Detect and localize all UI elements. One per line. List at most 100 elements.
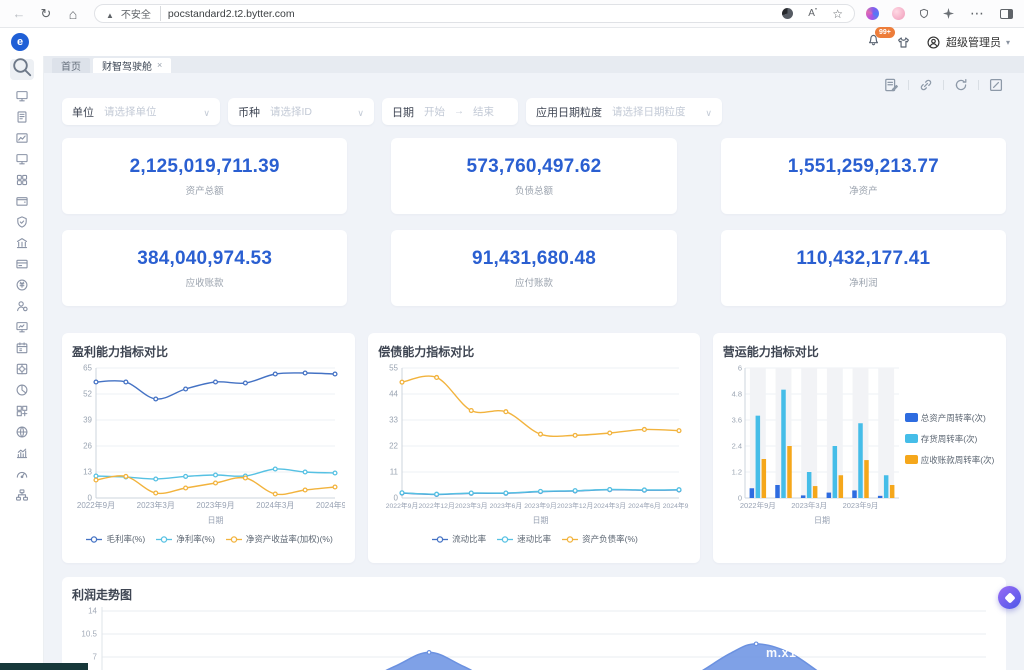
browser-extension-icon[interactable] <box>866 7 879 20</box>
legend-item[interactable]: 总资产周转率(次) <box>904 412 995 424</box>
legend-item[interactable]: 资产负债率(%) <box>561 533 638 545</box>
svg-text:55: 55 <box>389 364 398 373</box>
browser-back-icon[interactable] <box>9 4 29 24</box>
sidebar-item-globe[interactable] <box>15 425 29 439</box>
svg-text:日期: 日期 <box>533 516 549 525</box>
date-range-picker[interactable]: 日期 开始 → 结束 <box>382 98 518 125</box>
sidebar-item-report[interactable] <box>15 110 29 124</box>
report-edit-icon[interactable] <box>881 77 901 93</box>
chart-legend: 总资产周转率(次) 存货周转率(次) 应收账款周转率(次) <box>904 412 995 466</box>
not-secure-warning-icon <box>106 5 114 23</box>
legend-item[interactable]: 净资产收益率(加权)(%) <box>225 533 333 545</box>
vault-icon <box>15 362 29 376</box>
edit-page-icon[interactable] <box>986 77 1006 93</box>
favorites-sparkle-icon[interactable] <box>943 8 954 19</box>
share-link-icon[interactable] <box>916 77 936 93</box>
sidebar-item-calendar[interactable] <box>15 341 29 355</box>
operating-chart: 0 1.2 2.4 3.6 4.8 6 2022年9月 2023年3月 2023年9月 日期 <box>723 360 903 531</box>
app-logo[interactable]: e <box>11 33 29 51</box>
tab-financial-cockpit[interactable]: 财智驾驶舱 <box>93 58 172 73</box>
date-granularity-select[interactable]: 应用日期粒度 请选择日期粒度 <box>526 98 722 125</box>
chart-canvas: 0 11 22 33 44 55 2022年9月 2022年12月 2023年3月 2023年6月… <box>386 364 696 526</box>
browser-reload-icon[interactable] <box>36 4 56 24</box>
svg-text:7: 7 <box>93 652 98 661</box>
sidebar-item-app-grid[interactable] <box>15 173 29 187</box>
notifications-button[interactable]: 99+ <box>866 27 895 52</box>
sidebar-item-vault[interactable] <box>15 362 29 376</box>
kpi-total-liabilities: 573,760,497.62 负债总额 <box>391 138 677 214</box>
sidebar-item-modules[interactable] <box>15 404 29 418</box>
sidebar-item-voucher[interactable] <box>15 257 29 271</box>
kpi-grid: 2,125,019,711.39 资产总额 573,760,497.62 负债总… <box>62 138 1006 306</box>
svg-text:3.6: 3.6 <box>731 416 741 425</box>
avatar-icon <box>926 35 941 50</box>
sidebar-item-display[interactable] <box>15 89 29 103</box>
refresh-icon[interactable] <box>951 77 971 93</box>
svg-text:2023年9月: 2023年9月 <box>525 501 558 510</box>
svg-text:2023年3月: 2023年3月 <box>791 500 827 510</box>
profit-trend-card: 利润走势图 7 10.5 14 <box>62 577 1006 670</box>
svg-text:日期: 日期 <box>208 516 224 525</box>
sidebar-item-shield-check[interactable] <box>15 215 29 229</box>
unit-select[interactable]: 单位 请选择单位 <box>62 98 220 125</box>
sidebar-search-button[interactable] <box>9 58 34 80</box>
sidebar-item-gauge[interactable] <box>15 467 29 481</box>
user-menu[interactable]: 超级管理员 <box>926 34 1010 50</box>
legend-item[interactable]: 速动比率 <box>496 533 551 545</box>
sidebar-item-trend[interactable] <box>15 446 29 460</box>
kpi-accounts-payable: 91,431,680.48 应付账款 <box>391 230 677 306</box>
solvency-chart-card: 偿债能力指标对比 0 11 22 33 44 55 2022年9月 2022年12月 2023年… <box>368 333 700 563</box>
address-bar[interactable]: 不安全 pocstandard2.t2.bytter.com <box>94 4 855 23</box>
browser-home-icon[interactable] <box>63 4 83 24</box>
legend-item[interactable]: 净利率(%) <box>155 533 215 545</box>
read-aloud-icon[interactable] <box>808 8 817 19</box>
security-shield-icon[interactable] <box>918 7 930 20</box>
profitability-chart: 0 13 26 39 52 65 2022年9月 2023年3月 2023年9月 2024年3月 2… <box>72 360 354 531</box>
sidebar-item-pie[interactable] <box>15 383 29 397</box>
tab-close-icon[interactable] <box>157 60 162 71</box>
currency-select[interactable]: 币种 请选择ID <box>228 98 374 125</box>
side-panel-icon[interactable] <box>1000 8 1013 19</box>
globe-icon <box>15 425 29 439</box>
browser-profile-icon[interactable] <box>892 7 905 20</box>
url-text: pocstandard2.t2.bytter.com <box>167 7 295 20</box>
sidebar-item-bank[interactable] <box>15 236 29 250</box>
svg-text:33: 33 <box>389 416 398 425</box>
bookmark-star-icon[interactable] <box>832 5 843 23</box>
monitor-icon <box>15 152 29 166</box>
org-icon <box>15 488 29 502</box>
notification-badge: 99+ <box>874 27 895 38</box>
legend-item[interactable]: 毛利率(%) <box>85 533 145 545</box>
svg-text:0: 0 <box>88 494 93 503</box>
site-info-icon[interactable] <box>782 8 794 19</box>
browser-menu-icon[interactable] <box>967 4 987 24</box>
svg-text:1.2: 1.2 <box>731 468 741 477</box>
sidebar-item-org[interactable] <box>15 488 29 502</box>
sidebar-item-user-settings[interactable] <box>15 299 29 313</box>
chart-title: 盈利能力指标对比 <box>72 345 169 359</box>
display-icon <box>15 89 29 103</box>
kpi-accounts-receivable: 384,040,974.53 应收账款 <box>62 230 348 306</box>
svg-text:39: 39 <box>83 416 92 425</box>
bottom-left-strip <box>0 663 88 670</box>
svg-text:2024年9月: 2024年9月 <box>316 500 345 510</box>
workstation-icon <box>15 320 29 334</box>
sidebar-item-wallet[interactable] <box>15 194 29 208</box>
sidebar-item-chart-image[interactable] <box>15 131 29 145</box>
legend-item[interactable]: 流动比率 <box>431 533 486 545</box>
chart-title: 利润走势图 <box>72 588 133 602</box>
legend-item[interactable]: 应收账款周转率(次) <box>904 454 994 466</box>
legend-item[interactable]: 存货周转率(次) <box>904 433 995 445</box>
sidebar-item-monitor[interactable] <box>15 152 29 166</box>
tab-home[interactable]: 首页 <box>52 58 90 73</box>
watermark: m.x1 <box>766 646 797 660</box>
tab-bar: 首页 财智驾驶舱 <box>44 56 1024 73</box>
date-arrow-icon: → <box>454 106 464 117</box>
coin-icon <box>15 278 29 292</box>
floating-assistant-button[interactable] <box>998 586 1021 609</box>
svg-text:2022年9月: 2022年9月 <box>740 500 776 510</box>
sidebar-item-workstation[interactable] <box>15 320 29 334</box>
theme-shirt-icon[interactable] <box>896 35 911 50</box>
chart-canvas: 7 10.5 14 <box>81 607 986 670</box>
sidebar-item-coin[interactable] <box>15 278 29 292</box>
